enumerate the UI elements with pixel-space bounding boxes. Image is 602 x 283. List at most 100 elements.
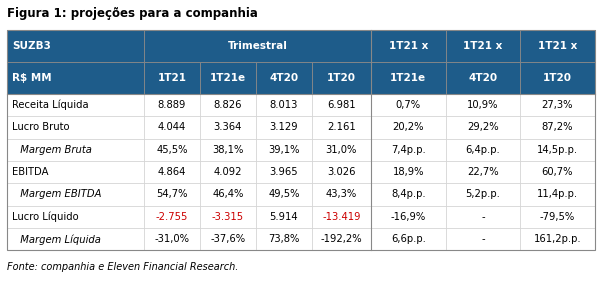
- Bar: [445, 228, 520, 250]
- Text: 6,6p.p.: 6,6p.p.: [391, 234, 426, 244]
- Text: 1T21: 1T21: [158, 73, 187, 83]
- Text: 60,7%: 60,7%: [542, 167, 573, 177]
- Bar: [371, 161, 445, 183]
- Text: Margem EBITDA: Margem EBITDA: [14, 190, 102, 200]
- Bar: [256, 94, 312, 116]
- Text: 3.965: 3.965: [270, 167, 298, 177]
- Text: 7,4p.p.: 7,4p.p.: [391, 145, 426, 155]
- Text: 1T20: 1T20: [543, 73, 572, 83]
- Text: 161,2p.p.: 161,2p.p.: [533, 234, 582, 244]
- Bar: [312, 206, 371, 228]
- Bar: [200, 228, 256, 250]
- Bar: [520, 94, 595, 116]
- Bar: [144, 161, 200, 183]
- Bar: [312, 138, 371, 161]
- Text: 0,7%: 0,7%: [396, 100, 421, 110]
- Bar: [371, 206, 445, 228]
- Text: 18,9%: 18,9%: [393, 167, 424, 177]
- Bar: [312, 183, 371, 206]
- Bar: [256, 206, 312, 228]
- Bar: [520, 62, 595, 94]
- Text: 38,1%: 38,1%: [213, 145, 244, 155]
- Bar: [200, 116, 256, 138]
- Text: 10,9%: 10,9%: [467, 100, 498, 110]
- Text: -: -: [481, 212, 485, 222]
- Text: 11,4p.p.: 11,4p.p.: [537, 190, 578, 200]
- Text: 6,4p.p.: 6,4p.p.: [465, 145, 500, 155]
- Text: Margem Bruta: Margem Bruta: [14, 145, 92, 155]
- Bar: [200, 138, 256, 161]
- Bar: [312, 161, 371, 183]
- Bar: [200, 161, 256, 183]
- Text: 14,5p.p.: 14,5p.p.: [537, 145, 578, 155]
- Bar: [445, 62, 520, 94]
- Bar: [520, 183, 595, 206]
- Text: -: -: [481, 234, 485, 244]
- Text: 45,5%: 45,5%: [157, 145, 188, 155]
- Text: 31,0%: 31,0%: [326, 145, 357, 155]
- Text: 6.981: 6.981: [327, 100, 356, 110]
- Bar: [144, 116, 200, 138]
- Text: 3.026: 3.026: [327, 167, 356, 177]
- Bar: [371, 138, 445, 161]
- Text: Trimestral: Trimestral: [228, 41, 287, 51]
- Bar: [144, 183, 200, 206]
- Bar: [445, 138, 520, 161]
- Bar: [371, 30, 445, 62]
- Text: 2.161: 2.161: [327, 122, 356, 132]
- Text: 1T21 x: 1T21 x: [388, 41, 428, 51]
- Bar: [312, 228, 371, 250]
- Bar: [256, 183, 312, 206]
- Text: -31,0%: -31,0%: [155, 234, 190, 244]
- Text: 43,3%: 43,3%: [326, 190, 357, 200]
- Text: 3.364: 3.364: [214, 122, 242, 132]
- Bar: [256, 116, 312, 138]
- Bar: [445, 206, 520, 228]
- Bar: [200, 206, 256, 228]
- Bar: [371, 116, 445, 138]
- Text: 1T21 x: 1T21 x: [463, 41, 503, 51]
- Text: 1T21e: 1T21e: [390, 73, 426, 83]
- Bar: [520, 161, 595, 183]
- Bar: [371, 62, 445, 94]
- Bar: [7, 228, 144, 250]
- Text: 8,4p.p.: 8,4p.p.: [391, 190, 426, 200]
- Text: 73,8%: 73,8%: [268, 234, 300, 244]
- Text: 4T20: 4T20: [269, 73, 299, 83]
- Text: 29,2%: 29,2%: [467, 122, 498, 132]
- Bar: [445, 183, 520, 206]
- Text: 49,5%: 49,5%: [268, 190, 300, 200]
- Bar: [7, 206, 144, 228]
- Text: Margem Líquida: Margem Líquida: [14, 234, 101, 245]
- Bar: [520, 30, 595, 62]
- Bar: [520, 206, 595, 228]
- Bar: [312, 94, 371, 116]
- Bar: [445, 116, 520, 138]
- Text: 87,2%: 87,2%: [542, 122, 573, 132]
- Text: Lucro Líquido: Lucro Líquido: [12, 212, 79, 222]
- Bar: [144, 94, 200, 116]
- Bar: [7, 30, 595, 250]
- Text: 1T20: 1T20: [327, 73, 356, 83]
- Bar: [7, 30, 144, 62]
- Text: SUZB3: SUZB3: [12, 41, 51, 51]
- Text: R$ MM: R$ MM: [12, 73, 52, 83]
- Bar: [371, 228, 445, 250]
- Text: 1T21e: 1T21e: [210, 73, 246, 83]
- Bar: [7, 138, 144, 161]
- Bar: [520, 138, 595, 161]
- Text: -13.419: -13.419: [322, 212, 361, 222]
- Bar: [200, 62, 256, 94]
- Text: Fonte: companhia e Eleven Financial Research.: Fonte: companhia e Eleven Financial Rese…: [7, 262, 238, 272]
- Bar: [312, 62, 371, 94]
- Bar: [7, 161, 144, 183]
- Text: Figura 1: projeções para a companhia: Figura 1: projeções para a companhia: [7, 7, 258, 20]
- Text: 54,7%: 54,7%: [157, 190, 188, 200]
- Bar: [312, 116, 371, 138]
- Text: 22,7%: 22,7%: [467, 167, 498, 177]
- Text: -192,2%: -192,2%: [321, 234, 362, 244]
- Bar: [445, 161, 520, 183]
- Text: 8.013: 8.013: [270, 100, 298, 110]
- Text: 3.129: 3.129: [270, 122, 298, 132]
- Bar: [256, 228, 312, 250]
